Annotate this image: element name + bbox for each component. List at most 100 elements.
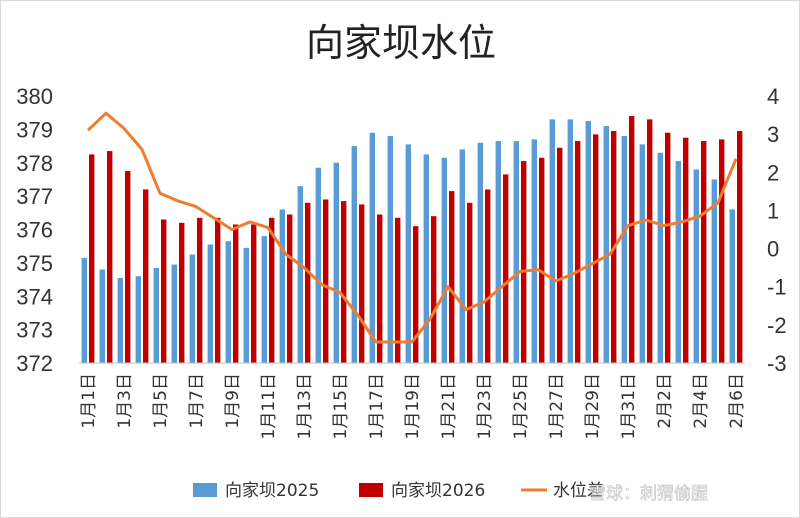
legend-swatch-2025: [193, 483, 217, 497]
bar-2026: [449, 191, 455, 363]
bar-2025: [171, 264, 177, 363]
bar-2025: [189, 254, 195, 363]
x-tick-label: 1月23日: [475, 373, 495, 439]
bar-2026: [143, 189, 149, 363]
bar-2025: [621, 136, 627, 363]
bar-2026: [539, 157, 545, 363]
bar-2026: [719, 139, 725, 363]
y-tick-label-left: 374: [16, 284, 53, 309]
y-tick-label-right: -2: [767, 313, 787, 338]
bar-2026: [701, 141, 707, 363]
bar-2026: [593, 134, 599, 363]
bar-2025: [351, 146, 357, 363]
bar-2026: [323, 199, 329, 363]
bar-2026: [467, 202, 473, 363]
y-tick-label-right: 0: [767, 237, 779, 262]
chart-title: 向家坝水位: [306, 21, 496, 65]
bar-2025: [585, 121, 591, 363]
x-tick-label: 1月9日: [223, 373, 243, 429]
legend-label-2025: 向家坝2025: [225, 481, 319, 501]
bar-2025: [675, 161, 681, 363]
y-tick-label-right: -3: [767, 351, 787, 376]
bar-2026: [107, 151, 113, 363]
bar-2026: [737, 131, 743, 363]
bar-2025: [441, 157, 447, 363]
x-tick-label: 2月6日: [727, 373, 747, 429]
bar-2025: [387, 136, 393, 363]
bar-2026: [629, 116, 635, 364]
bar-2026: [161, 219, 167, 363]
y-tick-label-left: 375: [16, 251, 53, 276]
x-tick-label: 1月15日: [331, 373, 351, 439]
bar-2026: [395, 217, 401, 363]
bar-2026: [179, 222, 185, 363]
bar-2025: [423, 154, 429, 363]
bar-2026: [341, 201, 347, 363]
y-tick-label-right: 3: [767, 122, 779, 147]
bar-2025: [459, 149, 465, 363]
bar-2026: [287, 214, 293, 363]
plot-area: 372 373 374 375 376 377 378 379 380 -3 -2 -1 0 1 2 3 4 1月…: [16, 84, 786, 439]
bar-2026: [503, 174, 509, 363]
x-tick-label: 1月11日: [259, 373, 279, 439]
bar-2025: [279, 209, 285, 363]
y-tick-label-left: 378: [16, 151, 53, 176]
x-tick-label: 1月21日: [439, 373, 459, 439]
bar-2026: [125, 171, 131, 363]
legend-label-2026: 向家坝2026: [391, 481, 485, 501]
legend-label-diff: 水位差: [553, 481, 604, 501]
bar-2025: [657, 152, 663, 363]
x-tick-label: 1月17日: [367, 373, 387, 439]
bar-2026: [251, 224, 257, 363]
bar-2025: [405, 144, 411, 363]
x-tick-label: 1月31日: [619, 373, 639, 439]
bar-2026: [413, 226, 419, 363]
x-tick-label: 1月29日: [583, 373, 603, 439]
y-tick-label-left: 380: [16, 84, 53, 109]
bar-2025: [207, 244, 213, 363]
bar-2025: [693, 169, 699, 363]
bar-2026: [377, 214, 383, 363]
bar-2026: [647, 119, 653, 363]
bar-2025: [297, 186, 303, 363]
bar-2026: [521, 161, 527, 363]
y-tick-label-left: 377: [16, 184, 53, 209]
bar-2026: [575, 141, 581, 363]
y-tick-label-right: 1: [767, 198, 779, 223]
x-tick-label: 2月4日: [691, 373, 711, 429]
y-tick-label-right: 4: [767, 84, 779, 109]
bar-2025: [639, 144, 645, 363]
bar-2025: [261, 236, 267, 363]
x-tick-label: 1月25日: [511, 373, 531, 439]
bar-2025: [729, 209, 735, 363]
y-tick-label-left: 379: [16, 117, 53, 142]
y-tick-label-right: 2: [767, 160, 779, 185]
bar-2026: [269, 217, 275, 363]
bar-2025: [711, 179, 717, 363]
bar-2025: [225, 241, 231, 363]
bar-2026: [485, 189, 491, 363]
bar-2026: [233, 224, 239, 363]
y-tick-label-left: 372: [16, 351, 53, 376]
bar-2026: [215, 217, 221, 363]
y-tick-label-left: 373: [16, 318, 53, 343]
x-tick-label: 1月3日: [115, 373, 135, 429]
bar-2026: [197, 217, 203, 363]
bar-2025: [567, 119, 573, 363]
legend: 向家坝2025 向家坝2026 水位差: [193, 481, 604, 501]
watermark: 雪球：刺猬偷腥: [589, 484, 708, 504]
bar-2026: [557, 147, 563, 363]
bar-2025: [333, 162, 339, 363]
bar-2025: [549, 119, 555, 363]
diff-line: [86, 111, 738, 344]
bar-2025: [315, 167, 321, 363]
bar-2025: [477, 142, 483, 363]
bar-2025: [369, 132, 375, 363]
x-tick-label: 1月1日: [79, 373, 99, 429]
x-tick-label: 1月19日: [403, 373, 423, 439]
bar-2026: [665, 132, 671, 363]
bar-2026: [431, 216, 437, 363]
legend-swatch-2026: [359, 483, 383, 497]
